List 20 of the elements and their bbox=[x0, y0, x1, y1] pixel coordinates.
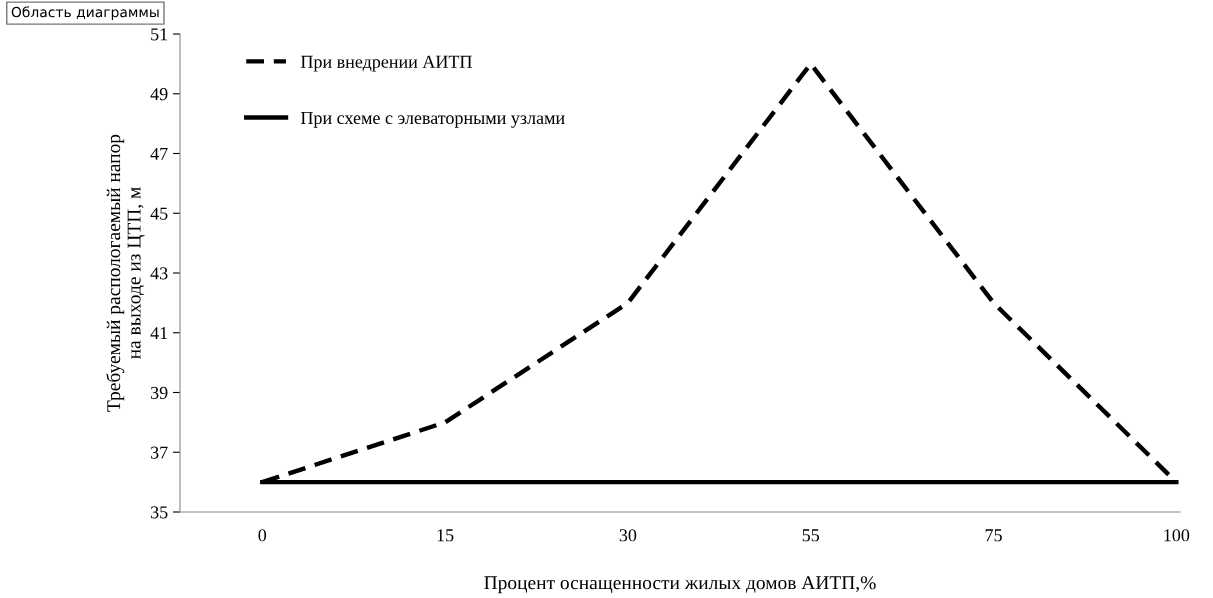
y-tick-label: 43 bbox=[150, 267, 168, 280]
x-tick-label: 30 bbox=[619, 529, 637, 542]
legend-label: При схеме с элеваторными узлами bbox=[300, 112, 565, 128]
y-tick-label: 35 bbox=[151, 506, 168, 519]
y-tick-label: 39 bbox=[151, 386, 168, 399]
y-tick-label: 41 bbox=[150, 327, 168, 340]
x-axis-title: Процент оснащенности жилых домов АИТП,% bbox=[484, 576, 876, 594]
y-tick-label: 45 bbox=[150, 207, 168, 220]
x-tick-label: 0 bbox=[258, 529, 267, 542]
y-tick-label: 47 bbox=[150, 147, 168, 160]
x-tick-label: 100 bbox=[1164, 529, 1190, 542]
x-tick-label: 15 bbox=[437, 529, 454, 542]
y-tick-label: 51 bbox=[151, 28, 168, 41]
x-tick-label: 75 bbox=[985, 529, 1002, 542]
y-tick-label: 49 bbox=[150, 88, 168, 101]
text: Область диаграммы bbox=[11, 6, 159, 20]
legend-label: При внедрении АИТП bbox=[300, 55, 472, 72]
x-tick-label: 55 bbox=[802, 529, 820, 542]
y-tick-label: 37 bbox=[151, 446, 168, 459]
y-axis-title: Требуемый распологаемый напор на выходе из ЦТП, м bbox=[106, 134, 145, 412]
